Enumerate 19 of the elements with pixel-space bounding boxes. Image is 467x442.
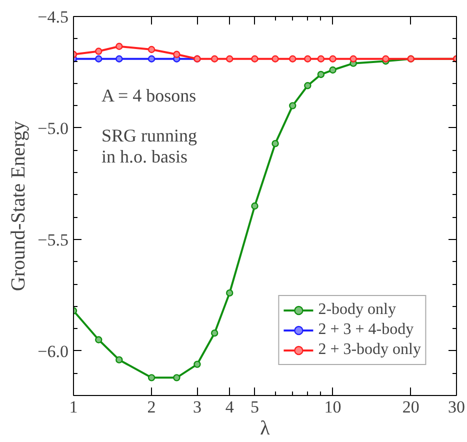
y-axis-title: Ground-State Energy (8, 120, 30, 292)
legend-label: 2-body only (318, 301, 396, 319)
y-tick-label: −4.5 (38, 8, 69, 26)
legend-label: 2 + 3-body only (318, 341, 421, 359)
annotation: SRG running in h.o. basis (102, 126, 198, 166)
y-tick-label: −5.0 (38, 118, 69, 138)
legend-label: 2 + 3 + 4-body (318, 321, 414, 339)
x-tick-label: 10 (324, 398, 342, 416)
x-tick-label: 3 (192, 398, 202, 416)
y-tick-label: −5.5 (38, 230, 69, 250)
x-tick-label: 2 (147, 398, 156, 416)
annotation: A = 4 bosons (102, 86, 196, 106)
x-tick-label: 4 (225, 398, 234, 416)
y-tick-label: −6.0 (38, 342, 69, 361)
x-tick-label: 30 (448, 398, 465, 416)
x-tick-label: 1 (69, 398, 78, 416)
x-tick-label: 5 (250, 398, 259, 416)
x-tick-label: 20 (402, 398, 420, 416)
x-axis-title: λ (260, 418, 270, 440)
